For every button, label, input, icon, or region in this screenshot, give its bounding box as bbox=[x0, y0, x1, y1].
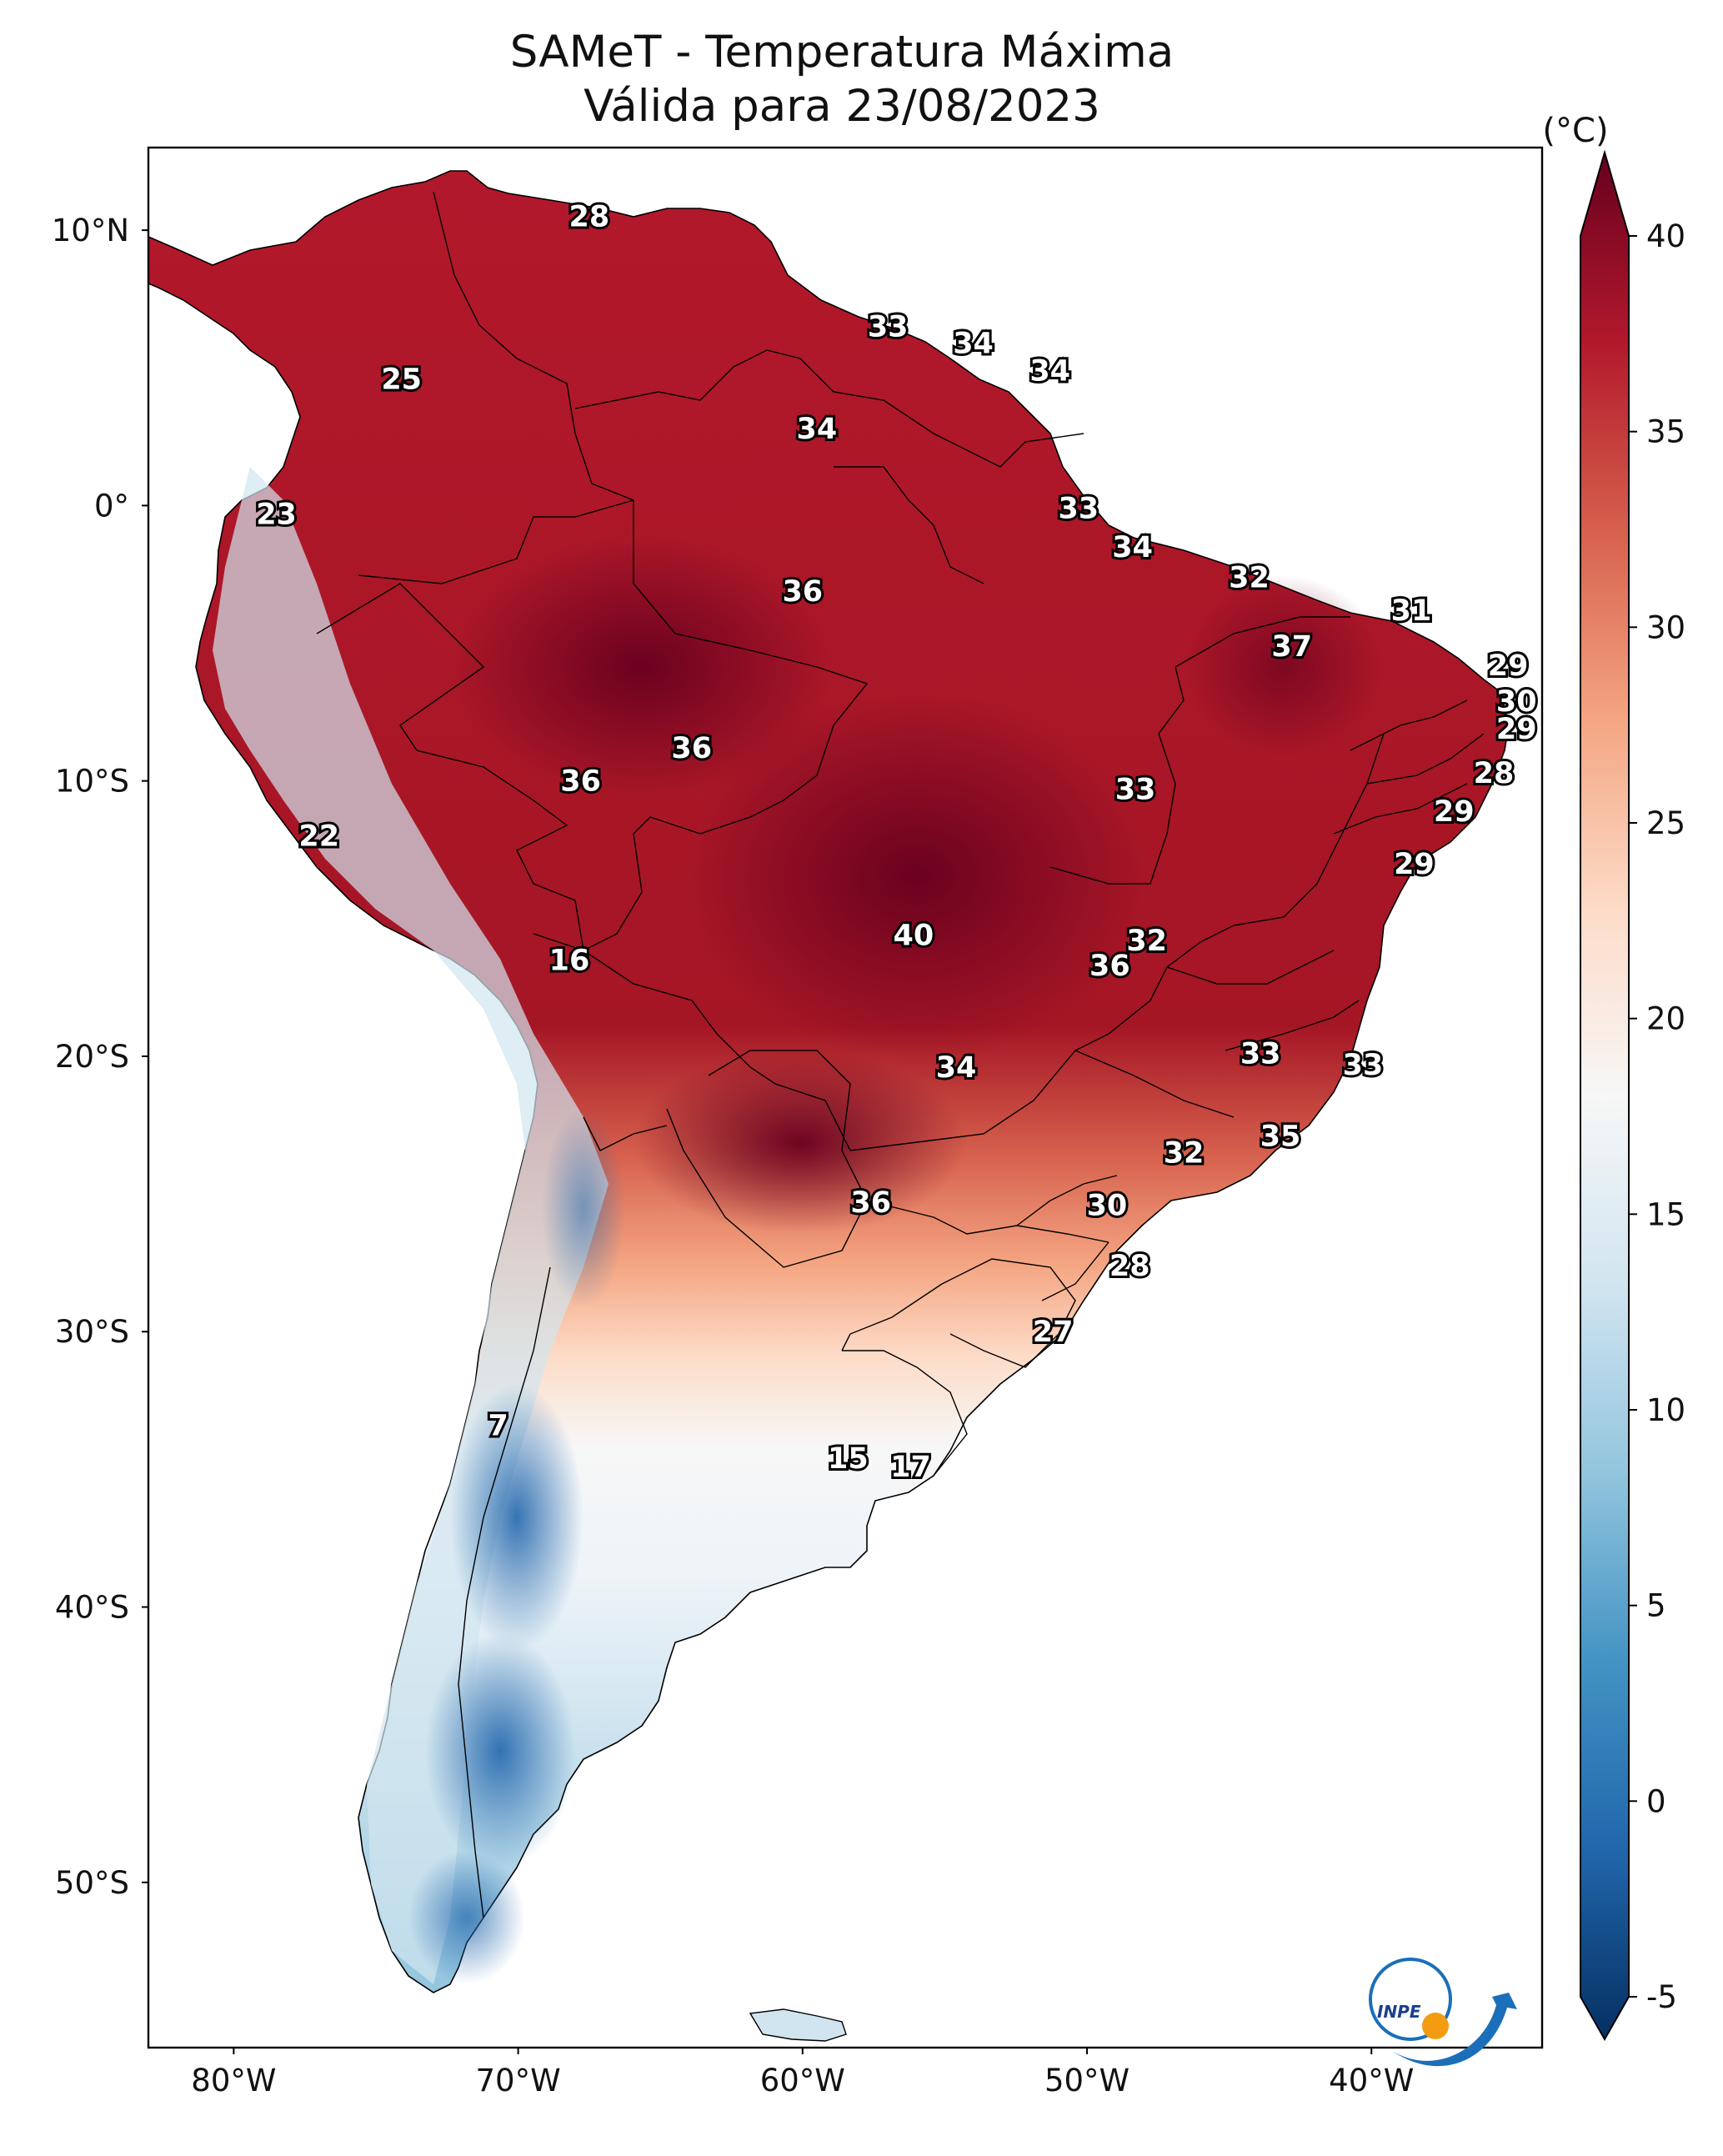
station-value-label: 17 bbox=[890, 1451, 931, 1484]
country-borders bbox=[316, 191, 1485, 1918]
logo-arrow-swoosh bbox=[1392, 1993, 1517, 2067]
inpe-logo: INPE bbox=[1369, 1958, 1517, 2067]
station-value-label: 33 bbox=[868, 311, 909, 344]
patagonia-cold-zone-2 bbox=[425, 1634, 575, 1868]
station-value-label: 33 bbox=[1115, 774, 1156, 807]
colorbar-ticks: 40 35 30 25 20 15 10 5 0 -5 bbox=[1629, 218, 1685, 2015]
station-value-label: 28 bbox=[569, 201, 610, 234]
x-tick-label: 70°W bbox=[476, 2063, 561, 2098]
y-tick-label: 50°S bbox=[55, 1865, 129, 1901]
y-axis-ticks: 10°N 0° 10°S 20°S 30°S 40°S 50°S bbox=[52, 213, 148, 1901]
y-tick-label: 20°S bbox=[55, 1039, 129, 1075]
colorbar-tick-label: 5 bbox=[1646, 1588, 1666, 1624]
station-value-label: 36 bbox=[782, 575, 823, 609]
x-axis-ticks: 80°W 70°W 60°W 50°W 40°W bbox=[191, 2048, 1414, 2098]
station-value-label: 27 bbox=[1033, 1316, 1074, 1349]
colorbar-tick-label: 20 bbox=[1646, 1001, 1685, 1037]
station-value-label: 28 bbox=[1474, 757, 1515, 790]
colorbar-tick-label: -5 bbox=[1646, 1979, 1677, 2015]
station-value-label: 32 bbox=[1229, 561, 1270, 594]
colorbar-body bbox=[1580, 149, 1630, 2042]
y-tick-label: 10°S bbox=[55, 764, 129, 800]
colorbar-tick-label: 25 bbox=[1646, 805, 1685, 841]
station-value-label: 15 bbox=[828, 1442, 869, 1476]
logo-ring bbox=[1369, 1958, 1452, 2041]
x-tick-label: 40°W bbox=[1329, 2063, 1414, 2098]
y-tick-label: 0° bbox=[94, 488, 129, 524]
station-value-label: 37 bbox=[1271, 630, 1312, 664]
y-tick-label: 10°N bbox=[52, 213, 129, 248]
y-tick-label: 40°S bbox=[55, 1590, 129, 1626]
chart-title-line2: Válida para 23/08/2023 bbox=[584, 81, 1100, 132]
x-tick-label: 50°W bbox=[1044, 2063, 1129, 2098]
heat-core-northeast bbox=[1184, 575, 1384, 759]
colorbar-tick-label: 30 bbox=[1646, 609, 1685, 645]
colorbar: (°C) 40 35 30 25 20 15 10 5 0 -5 bbox=[1542, 112, 1685, 2042]
station-value-label: 36 bbox=[1089, 950, 1130, 983]
plot-frame bbox=[147, 146, 1544, 2049]
station-value-label: 30 bbox=[1087, 1189, 1128, 1222]
station-value-label: 32 bbox=[1126, 925, 1167, 958]
colorbar-tick-label: 10 bbox=[1646, 1392, 1685, 1428]
station-value-label: 33 bbox=[1240, 1038, 1281, 1071]
logo-orange-dot bbox=[1422, 2013, 1449, 2039]
station-value-label: 23 bbox=[256, 498, 297, 531]
station-value-label: 29 bbox=[1394, 848, 1435, 881]
station-value-label: 36 bbox=[850, 1186, 891, 1220]
heat-core-central-brazil bbox=[684, 692, 1150, 1059]
station-value-label: 34 bbox=[1029, 355, 1070, 389]
andes-cool-band bbox=[213, 467, 609, 1984]
station-value-label: 33 bbox=[1058, 493, 1099, 526]
colorbar-unit: (°C) bbox=[1542, 112, 1608, 150]
station-value-label: 16 bbox=[549, 944, 590, 977]
station-value-label: 36 bbox=[560, 765, 601, 799]
station-value-label: 28 bbox=[1109, 1250, 1150, 1283]
colorbar-tick-label: 0 bbox=[1646, 1783, 1666, 1819]
station-value-label: 35 bbox=[1260, 1121, 1301, 1154]
patagonia-cold-zone-3 bbox=[408, 1851, 525, 1984]
patagonia-cold-zone bbox=[450, 1384, 584, 1651]
station-value-label: 36 bbox=[671, 732, 712, 765]
station-value-label: 29 bbox=[1496, 713, 1537, 746]
heat-core-west-amazon bbox=[450, 534, 834, 800]
station-value-label: 34 bbox=[1112, 531, 1153, 564]
station-value-label: 40 bbox=[894, 920, 934, 953]
station-value-label: 29 bbox=[1488, 649, 1529, 683]
colorbar-tick-label: 35 bbox=[1646, 414, 1685, 450]
station-value-label: 34 bbox=[936, 1051, 977, 1085]
x-tick-label: 60°W bbox=[760, 2063, 845, 2098]
colorbar-tick-label: 40 bbox=[1646, 218, 1685, 254]
station-value-label: 30 bbox=[1496, 685, 1537, 719]
central-andes-cool bbox=[542, 1109, 625, 1309]
station-value-label: 34 bbox=[797, 413, 838, 446]
logo-text: INPE bbox=[1377, 2002, 1421, 2022]
y-tick-label: 30°S bbox=[55, 1314, 129, 1350]
chart-title-line1: SAMeT - Temperatura Máxima bbox=[510, 27, 1174, 78]
station-value-label: 32 bbox=[1164, 1137, 1205, 1171]
station-value-label: 22 bbox=[298, 820, 339, 854]
station-value-label: 25 bbox=[381, 363, 422, 396]
station-value-label: 34 bbox=[953, 328, 994, 361]
station-value-label: 31 bbox=[1391, 594, 1432, 628]
x-tick-label: 80°W bbox=[191, 2063, 276, 2098]
colorbar-tick-label: 15 bbox=[1646, 1196, 1685, 1232]
heat-core-paraguay bbox=[634, 1050, 967, 1234]
station-value-label: 29 bbox=[1434, 795, 1475, 829]
station-value-label: 7 bbox=[488, 1410, 508, 1443]
falkland-islands bbox=[749, 2008, 847, 2042]
station-value-label: 33 bbox=[1343, 1049, 1384, 1082]
